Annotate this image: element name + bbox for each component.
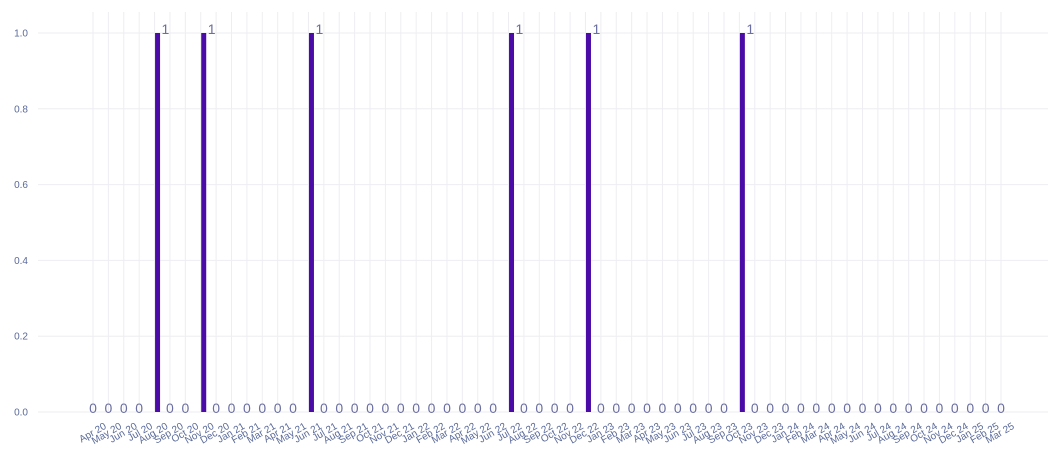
data-label: 0 <box>812 400 820 416</box>
data-label: 1 <box>315 21 323 37</box>
data-label: 0 <box>551 400 559 416</box>
data-label: 0 <box>166 400 174 416</box>
data-label: 0 <box>382 400 390 416</box>
bar <box>201 33 207 412</box>
data-label: 0 <box>705 400 713 416</box>
data-label: 0 <box>597 400 605 416</box>
data-label: 0 <box>443 400 451 416</box>
data-label: 0 <box>366 400 374 416</box>
data-label: 0 <box>474 400 482 416</box>
data-label: 0 <box>258 400 266 416</box>
data-label: 0 <box>458 400 466 416</box>
data-label: 0 <box>920 400 928 416</box>
data-label: 0 <box>889 400 897 416</box>
data-label: 0 <box>612 400 620 416</box>
data-label: 0 <box>659 400 667 416</box>
data-label: 0 <box>228 400 236 416</box>
data-label-layer: 0 0 0 010 010 0 0 0 0 010 0 0 0 0 0 0 0 0 0 0 010 0 0 010 0 0 0 0 0 0… <box>89 21 1005 416</box>
data-label: 0 <box>135 400 143 416</box>
data-label: 0 <box>843 400 851 416</box>
data-label: 0 <box>751 400 759 416</box>
data-label: 0 <box>104 400 112 416</box>
data-label: 0 <box>289 400 297 416</box>
data-label: 0 <box>212 400 220 416</box>
data-label: 0 <box>905 400 913 416</box>
data-label: 0 <box>351 400 359 416</box>
data-label: 0 <box>797 400 805 416</box>
data-label: 0 <box>874 400 882 416</box>
data-label: 0 <box>274 400 282 416</box>
data-label: 0 <box>397 400 405 416</box>
data-label: 0 <box>89 400 97 416</box>
data-label: 0 <box>997 400 1005 416</box>
y-tick-label: 0.4 <box>14 256 28 267</box>
data-label: 0 <box>674 400 682 416</box>
data-label: 0 <box>320 400 328 416</box>
data-label: 0 <box>243 400 251 416</box>
data-label: 0 <box>335 400 343 416</box>
data-label: 0 <box>535 400 543 416</box>
data-label: 0 <box>982 400 990 416</box>
y-tick-label: 0.6 <box>14 180 28 191</box>
data-label: 0 <box>689 400 697 416</box>
data-label: 1 <box>516 21 524 37</box>
data-label: 0 <box>412 400 420 416</box>
bar <box>509 33 515 412</box>
data-label: 0 <box>489 400 497 416</box>
data-label: 0 <box>828 400 836 416</box>
data-label: 0 <box>643 400 651 416</box>
bar-layer <box>155 33 745 412</box>
y-tick-label: 0.2 <box>14 332 28 343</box>
data-label: 0 <box>120 400 128 416</box>
bar <box>585 33 591 412</box>
y-tick-label: 1.0 <box>14 29 28 40</box>
bar <box>308 33 314 412</box>
y-tick-label: 0.0 <box>14 408 28 419</box>
data-label: 0 <box>520 400 528 416</box>
data-label: 0 <box>428 400 436 416</box>
data-label: 1 <box>746 21 754 37</box>
data-label: 0 <box>936 400 944 416</box>
data-label: 0 <box>628 400 636 416</box>
data-label: 0 <box>966 400 974 416</box>
data-label: 0 <box>859 400 867 416</box>
data-label: 0 <box>766 400 774 416</box>
data-label: 0 <box>782 400 790 416</box>
bar <box>739 33 745 412</box>
data-label: 1 <box>208 21 216 37</box>
data-label: 0 <box>566 400 574 416</box>
y-tick-label: 0.8 <box>14 104 28 115</box>
data-label: 0 <box>720 400 728 416</box>
y-axis: 0.0 0.2 0.4 0.6 0.8 1.0 <box>14 29 28 419</box>
grid-layer <box>38 12 1048 413</box>
data-label: 0 <box>951 400 959 416</box>
data-label: 1 <box>162 21 170 37</box>
data-label: 0 <box>181 400 189 416</box>
data-label: 1 <box>592 21 600 37</box>
bar <box>155 33 161 412</box>
